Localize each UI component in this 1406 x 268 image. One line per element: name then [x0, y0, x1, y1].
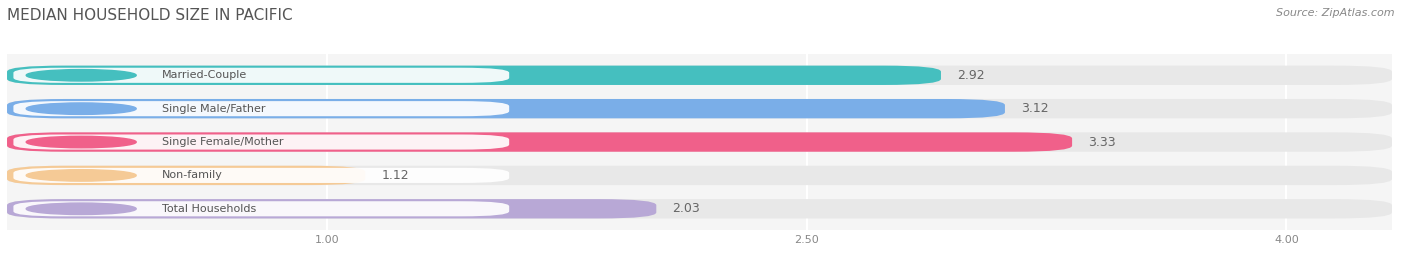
Circle shape: [27, 103, 136, 114]
FancyBboxPatch shape: [14, 68, 509, 83]
Text: Single Female/Mother: Single Female/Mother: [162, 137, 283, 147]
Circle shape: [27, 70, 136, 81]
FancyBboxPatch shape: [7, 132, 1073, 152]
Circle shape: [27, 136, 136, 148]
FancyBboxPatch shape: [14, 101, 509, 116]
Text: 3.33: 3.33: [1088, 136, 1116, 148]
FancyBboxPatch shape: [14, 168, 509, 183]
Text: Source: ZipAtlas.com: Source: ZipAtlas.com: [1277, 8, 1395, 18]
FancyBboxPatch shape: [14, 135, 509, 150]
Text: Married-Couple: Married-Couple: [162, 70, 247, 80]
Circle shape: [27, 170, 136, 181]
Text: 3.12: 3.12: [1021, 102, 1049, 115]
Text: 2.92: 2.92: [957, 69, 984, 82]
FancyBboxPatch shape: [14, 201, 509, 216]
FancyBboxPatch shape: [7, 166, 1392, 185]
FancyBboxPatch shape: [7, 99, 1392, 118]
FancyBboxPatch shape: [7, 199, 657, 218]
Text: 1.12: 1.12: [381, 169, 409, 182]
FancyBboxPatch shape: [7, 66, 941, 85]
Text: Non-family: Non-family: [162, 170, 222, 180]
Text: MEDIAN HOUSEHOLD SIZE IN PACIFIC: MEDIAN HOUSEHOLD SIZE IN PACIFIC: [7, 8, 292, 23]
FancyBboxPatch shape: [7, 99, 1005, 118]
FancyBboxPatch shape: [7, 132, 1392, 152]
Text: 2.03: 2.03: [672, 202, 700, 215]
Text: Single Male/Father: Single Male/Father: [162, 104, 266, 114]
FancyBboxPatch shape: [7, 166, 366, 185]
FancyBboxPatch shape: [7, 66, 1392, 85]
Text: Total Households: Total Households: [162, 204, 256, 214]
FancyBboxPatch shape: [7, 199, 1392, 218]
Circle shape: [27, 203, 136, 214]
